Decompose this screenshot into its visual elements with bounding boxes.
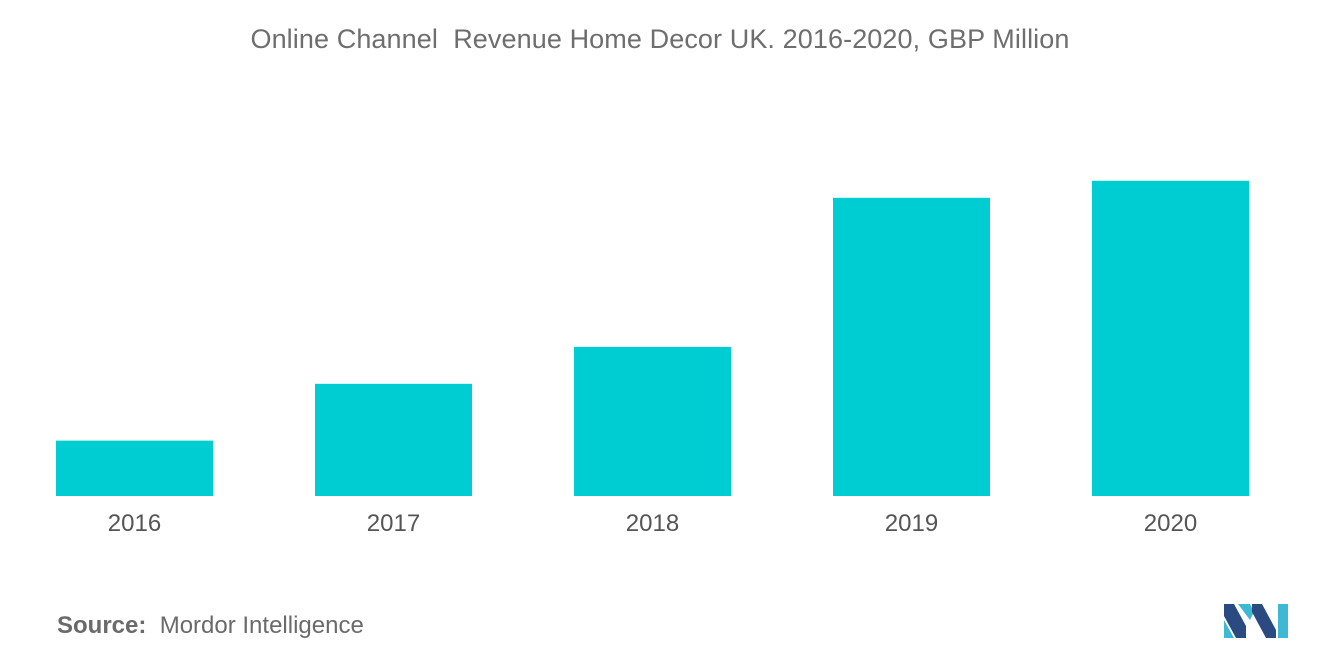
bar-2018 bbox=[574, 346, 731, 496]
source-text: Mordor Intelligence bbox=[159, 612, 364, 639]
mordor-intelligence-logo-icon bbox=[1224, 604, 1288, 638]
logo-part bbox=[1252, 604, 1276, 638]
x-tick-label: 2020 bbox=[1144, 510, 1197, 537]
x-tick-label: 2017 bbox=[367, 510, 420, 537]
logo-part bbox=[1224, 620, 1234, 638]
logo-part bbox=[1278, 604, 1288, 638]
chart-title: Online Channel Revenue Home Decor UK. 20… bbox=[250, 24, 1070, 54]
bar-chart: 2016 2017 2018 2019 2020 bbox=[56, 180, 1249, 537]
bar-2020 bbox=[1092, 180, 1249, 496]
bar-2016 bbox=[56, 440, 213, 496]
bars-group bbox=[56, 180, 1249, 497]
x-tick-label: 2019 bbox=[885, 510, 938, 537]
x-tick-label: 2018 bbox=[626, 510, 679, 537]
logo-part bbox=[1238, 604, 1254, 620]
bar-2017 bbox=[315, 383, 472, 496]
x-axis-ticks: 2016 2017 2018 2019 2020 bbox=[108, 510, 1197, 537]
source-note: Source: Mordor Intelligence bbox=[57, 612, 364, 640]
logo-part bbox=[1224, 604, 1246, 638]
source-label: Source: bbox=[57, 612, 147, 639]
bar-2019 bbox=[833, 197, 990, 497]
x-tick-label: 2016 bbox=[108, 510, 161, 537]
